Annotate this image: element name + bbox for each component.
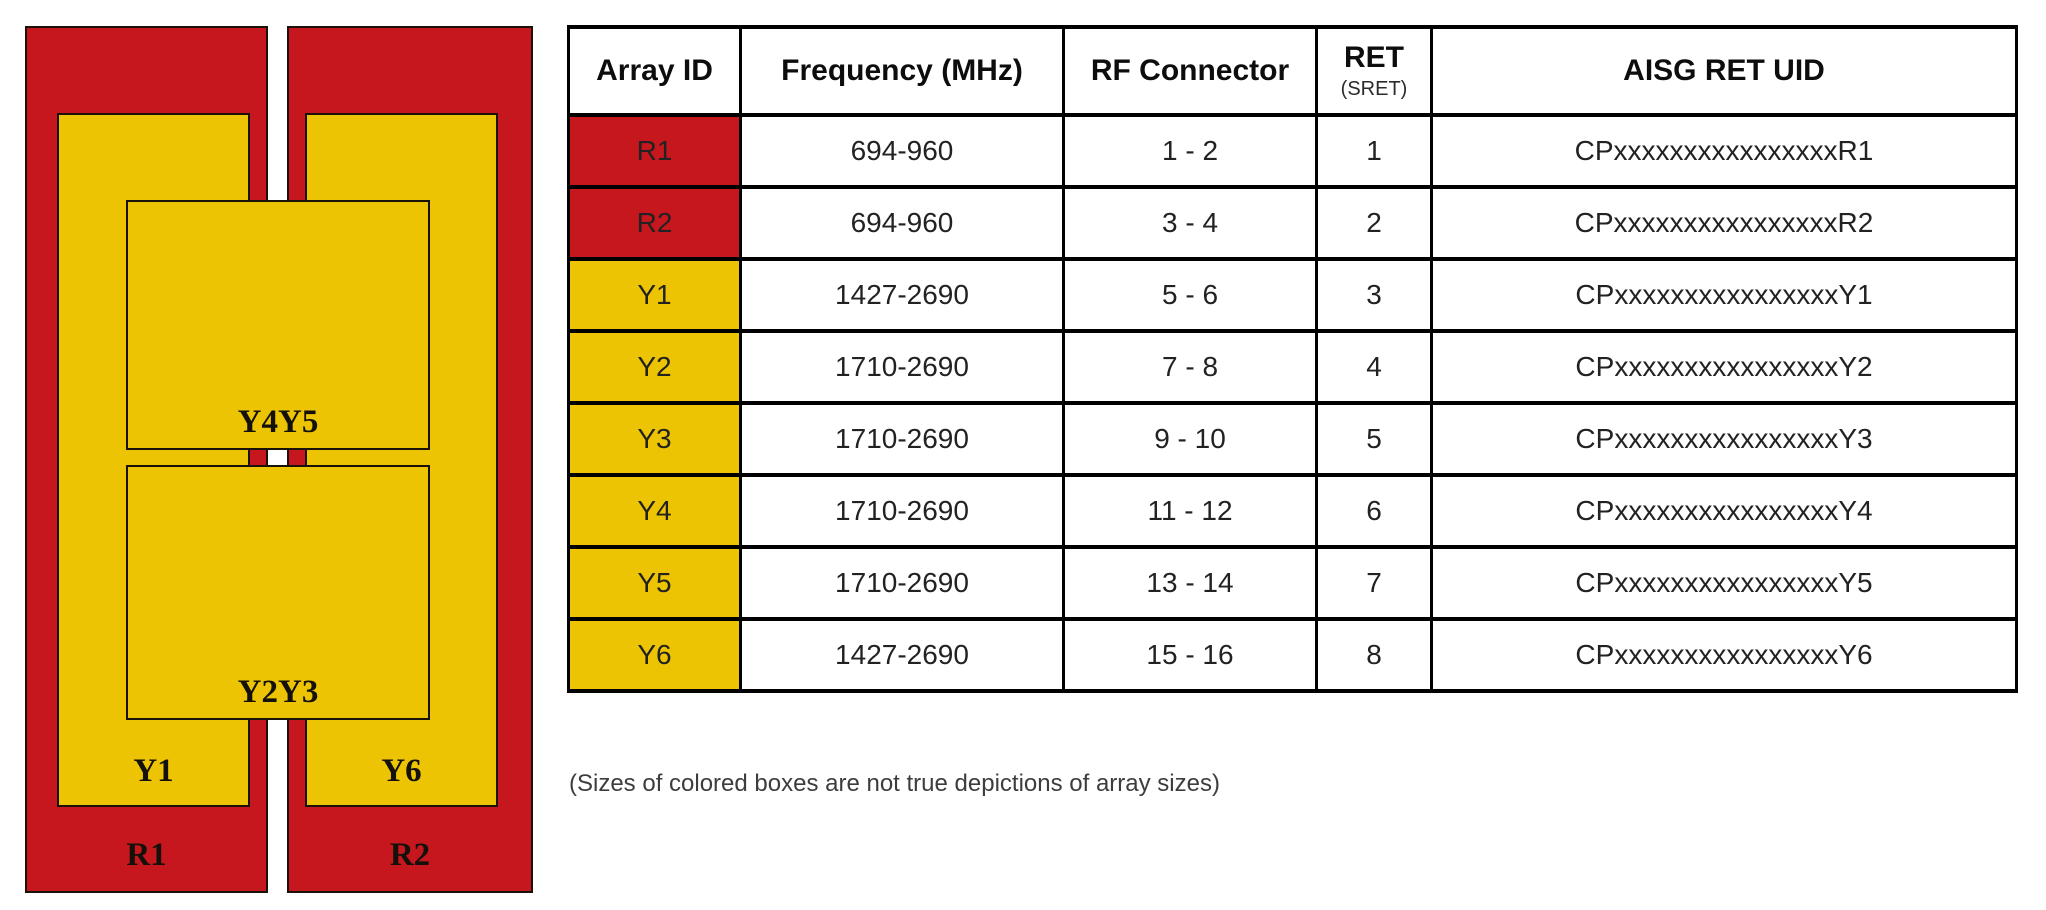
cell-ret: 3 (1315, 257, 1433, 333)
col-header-frequency: Frequency (MHz) (739, 25, 1065, 117)
cell-frequency: 694-960 (739, 113, 1065, 189)
array-label-y1: Y1 (133, 753, 174, 789)
col-header-ret-title: RET (1344, 41, 1404, 75)
cell-rf-connector: 13 - 14 (1062, 545, 1318, 621)
cell-rf-connector: 15 - 16 (1062, 617, 1318, 693)
cell-array-id: Y1 (567, 257, 742, 333)
cell-ret: 7 (1315, 545, 1433, 621)
cell-frequency: 1710-2690 (739, 401, 1065, 477)
cell-ret: 4 (1315, 329, 1433, 405)
size-disclaimer-note: (Sizes of colored boxes are not true dep… (569, 770, 1220, 797)
table-row: Y6 1427-2690 15 - 16 8 CPxxxxxxxxxxxxxxx… (567, 617, 2018, 693)
col-header-aisg-ret-uid: AISG RET UID (1430, 25, 2018, 117)
cell-rf-connector: 1 - 2 (1062, 113, 1318, 189)
array-box-y4y5: Y4Y5 (126, 200, 430, 450)
cell-aisg-ret-uid: CPxxxxxxxxxxxxxxxxY6 (1430, 617, 2018, 693)
cell-rf-connector: 3 - 4 (1062, 185, 1318, 261)
cell-frequency: 1427-2690 (739, 257, 1065, 333)
cell-rf-connector: 5 - 6 (1062, 257, 1318, 333)
cell-frequency: 1710-2690 (739, 329, 1065, 405)
cell-rf-connector: 7 - 8 (1062, 329, 1318, 405)
table-row: Y5 1710-2690 13 - 14 7 CPxxxxxxxxxxxxxxx… (567, 545, 2018, 621)
table-row: Y4 1710-2690 11 - 12 6 CPxxxxxxxxxxxxxxx… (567, 473, 2018, 549)
cell-aisg-ret-uid: CPxxxxxxxxxxxxxxxxR1 (1430, 113, 2018, 189)
cell-array-id: Y2 (567, 329, 742, 405)
cell-rf-connector: 9 - 10 (1062, 401, 1318, 477)
table-row: R2 694-960 3 - 4 2 CPxxxxxxxxxxxxxxxxR2 (567, 185, 2018, 261)
antenna-array-diagram: R1 R2 Y1 Y6 Y4Y5 Y2Y3 (25, 26, 533, 893)
cell-aisg-ret-uid: CPxxxxxxxxxxxxxxxxR2 (1430, 185, 2018, 261)
cell-frequency: 694-960 (739, 185, 1065, 261)
array-label-r2: R2 (389, 837, 431, 873)
cell-aisg-ret-uid: CPxxxxxxxxxxxxxxxxY4 (1430, 473, 2018, 549)
col-header-ret: RET (SRET) (1315, 25, 1433, 117)
cell-array-id: Y4 (567, 473, 742, 549)
cell-aisg-ret-uid: CPxxxxxxxxxxxxxxxxY5 (1430, 545, 2018, 621)
cell-ret: 2 (1315, 185, 1433, 261)
table-row: Y1 1427-2690 5 - 6 3 CPxxxxxxxxxxxxxxxxY… (567, 257, 2018, 333)
col-header-array-id: Array ID (567, 25, 742, 117)
table-row: R1 694-960 1 - 2 1 CPxxxxxxxxxxxxxxxxR1 (567, 113, 2018, 189)
rf-spec-table: Array ID Frequency (MHz) RF Connector RE… (567, 25, 2018, 693)
cell-aisg-ret-uid: CPxxxxxxxxxxxxxxxxY3 (1430, 401, 2018, 477)
cell-ret: 5 (1315, 401, 1433, 477)
cell-aisg-ret-uid: CPxxxxxxxxxxxxxxxxY1 (1430, 257, 2018, 333)
cell-ret: 8 (1315, 617, 1433, 693)
col-header-rf-connector: RF Connector (1062, 25, 1318, 117)
cell-array-id: R1 (567, 113, 742, 189)
array-label-r1: R1 (126, 837, 167, 873)
table-row: Y2 1710-2690 7 - 8 4 CPxxxxxxxxxxxxxxxxY… (567, 329, 2018, 405)
cell-frequency: 1710-2690 (739, 473, 1065, 549)
cell-ret: 1 (1315, 113, 1433, 189)
cell-array-id: R2 (567, 185, 742, 261)
col-header-ret-subtitle: (SRET) (1340, 77, 1408, 100)
cell-aisg-ret-uid: CPxxxxxxxxxxxxxxxxY2 (1430, 329, 2018, 405)
array-label-y4y5: Y4Y5 (237, 404, 319, 440)
cell-array-id: Y6 (567, 617, 742, 693)
cell-rf-connector: 11 - 12 (1062, 473, 1318, 549)
cell-frequency: 1427-2690 (739, 617, 1065, 693)
array-box-y2y3: Y2Y3 (126, 465, 430, 720)
array-label-y6: Y6 (381, 753, 422, 789)
table-row: Y3 1710-2690 9 - 10 5 CPxxxxxxxxxxxxxxxx… (567, 401, 2018, 477)
cell-frequency: 1710-2690 (739, 545, 1065, 621)
cell-array-id: Y5 (567, 545, 742, 621)
array-label-y2y3: Y2Y3 (237, 674, 319, 710)
table-header-row: Array ID Frequency (MHz) RF Connector RE… (567, 25, 2018, 117)
cell-array-id: Y3 (567, 401, 742, 477)
cell-ret: 6 (1315, 473, 1433, 549)
